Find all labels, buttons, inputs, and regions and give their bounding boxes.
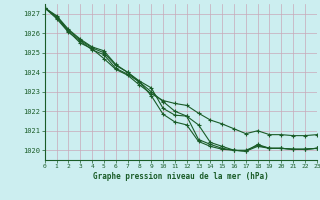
X-axis label: Graphe pression niveau de la mer (hPa): Graphe pression niveau de la mer (hPa) [93,172,269,181]
